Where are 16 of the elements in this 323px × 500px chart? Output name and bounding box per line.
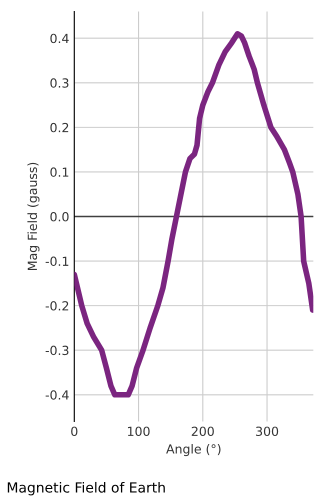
y-tick-label: -0.2 xyxy=(46,301,68,311)
text: Magnetic Field of Earth xyxy=(8,482,165,496)
y-tick-label: -0.1 xyxy=(46,256,68,266)
x-tick-label: 0 xyxy=(71,426,78,436)
x-tick-label: 300 xyxy=(256,426,278,436)
y-tick-label: 0.0 xyxy=(50,212,69,222)
x-tick-label: 200 xyxy=(192,426,214,436)
y-tick-label: 0.2 xyxy=(50,122,68,132)
y-axis-title: Mag Field (gauss) xyxy=(27,162,40,270)
y-tick-label: 0.1 xyxy=(50,167,68,177)
y-tick-label: -0.3 xyxy=(46,346,68,356)
y-tick-label: -0.4 xyxy=(46,390,69,400)
x-axis-title: Angle (°) xyxy=(166,444,220,456)
y-tick-label: 0.4 xyxy=(50,34,69,44)
y-tick-label: 0.3 xyxy=(50,78,68,88)
x-tick-label: 100 xyxy=(128,426,150,436)
